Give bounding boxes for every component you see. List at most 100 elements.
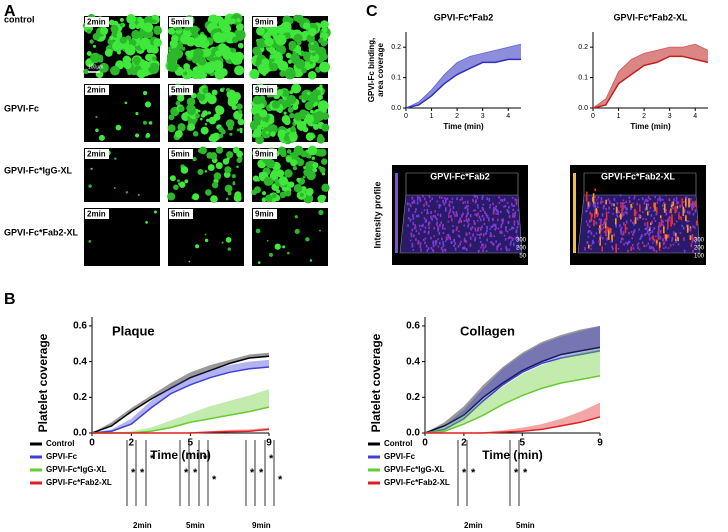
platelet-aggregate: [257, 124, 263, 131]
intensity-speck: [503, 234, 506, 237]
series-line: [91, 366, 270, 434]
intensity-speck: [499, 231, 502, 234]
platelet-aggregate: [271, 193, 277, 199]
intensity-speck: [508, 206, 510, 209]
intensity-speck: [597, 196, 600, 199]
intensity-speck: [449, 236, 452, 241]
profile-axis-label: 100: [694, 254, 705, 260]
time-label: 2min: [87, 210, 106, 219]
intensity-speck: [628, 240, 631, 243]
platelet-aggregate: [215, 50, 222, 58]
intensity-speck: [613, 197, 616, 202]
intensity-speck: [670, 208, 672, 214]
intensity-speck: [448, 212, 450, 215]
intensity-speck: [462, 246, 465, 250]
intensity-speck: [638, 248, 641, 251]
intensity-speck: [472, 198, 474, 201]
intensity-speck: [505, 228, 507, 232]
platelet-aggregate: [276, 24, 287, 35]
intensity-speck: [461, 197, 463, 201]
platelet-aggregate: [177, 123, 186, 132]
intensity-speck: [598, 228, 600, 231]
intensity-speck: [607, 198, 610, 201]
intensity-speck: [437, 225, 439, 229]
intensity-speck: [453, 212, 455, 215]
platelet-aggregate: [175, 100, 181, 106]
x-tick-label: 9: [266, 438, 272, 449]
intensity-speck: [654, 202, 656, 212]
intensity-speck: [459, 218, 461, 222]
intensity-speck: [438, 242, 441, 245]
platelet-aggregate: [292, 103, 299, 111]
platelet-aggregate: [292, 166, 298, 171]
platelet-aggregate: [187, 123, 192, 129]
intensity-speck: [626, 207, 628, 211]
platelet-aggregate: [171, 35, 179, 43]
intensity-speck: [465, 248, 468, 251]
intensity-speck: [501, 199, 504, 202]
platelet-aggregate: [318, 102, 328, 112]
intensity-speck: [447, 233, 450, 237]
platelet-aggregate: [218, 19, 228, 29]
series-line: [425, 416, 601, 434]
intensity-speck: [600, 201, 602, 205]
intensity-speck: [437, 245, 440, 248]
intensity-speck: [500, 199, 502, 202]
intensity-speck: [622, 231, 625, 235]
platelet-aggregate: [314, 111, 325, 122]
intensity-speck: [409, 219, 412, 222]
intensity-speck: [409, 204, 412, 208]
intensity-speck: [621, 214, 623, 218]
intensity-speck: [681, 224, 683, 227]
intensity-speck: [437, 227, 440, 230]
platelet-aggregate: [321, 112, 330, 120]
intensity-speck: [492, 211, 495, 215]
intensity-speck: [662, 237, 664, 242]
intensity-speck: [515, 230, 518, 234]
platelet-aggregate: [151, 56, 157, 61]
x-axis-label: Time (min): [630, 122, 671, 131]
platelet-aggregate: [192, 156, 197, 162]
intensity-speck: [623, 243, 625, 246]
platelet-aggregate: [300, 67, 307, 74]
intensity-speck: [479, 210, 482, 212]
intensity-speck: [632, 247, 635, 250]
intensity-speck: [607, 226, 609, 231]
intensity-speck: [592, 240, 595, 244]
platelet-aggregate: [126, 14, 137, 24]
platelet-aggregate: [290, 159, 298, 167]
intensity-speck: [412, 221, 415, 226]
intensity-speck: [479, 241, 482, 244]
platelet-aggregate: [124, 101, 128, 105]
intensity-speck: [451, 200, 453, 204]
intensity-speck: [640, 215, 642, 218]
platelet-aggregate: [145, 53, 153, 61]
x-axis-label: Time (min): [482, 448, 542, 462]
intensity-speck: [589, 211, 592, 215]
intensity-speck: [443, 227, 446, 230]
time-label: 2min: [87, 86, 106, 95]
intensity-speck: [429, 199, 432, 203]
platelet-aggregate: [266, 94, 271, 98]
intensity-speck: [612, 212, 614, 215]
platelet-aggregate: [269, 62, 279, 72]
platelet-aggregate: [192, 193, 200, 201]
intensity-speck: [597, 212, 599, 216]
intensity-speck: [691, 206, 693, 210]
platelet-aggregate: [214, 68, 226, 80]
intensity-speck: [673, 223, 676, 226]
platelet-aggregate: [284, 68, 296, 80]
platelet-aggregate: [124, 44, 136, 56]
intensity-speck: [639, 214, 641, 219]
platelet-aggregate: [295, 58, 306, 70]
intensity-speck: [621, 233, 624, 236]
time-label: 9min: [255, 210, 274, 219]
intensity-speck: [683, 209, 686, 213]
upper-line: [592, 43, 709, 109]
series-line: [592, 55, 709, 109]
intensity-speck: [467, 217, 470, 221]
intensity-speck: [634, 209, 637, 217]
platelet-aggregate: [179, 181, 186, 188]
intensity-speck: [462, 201, 464, 205]
significance-star: *: [269, 453, 274, 465]
